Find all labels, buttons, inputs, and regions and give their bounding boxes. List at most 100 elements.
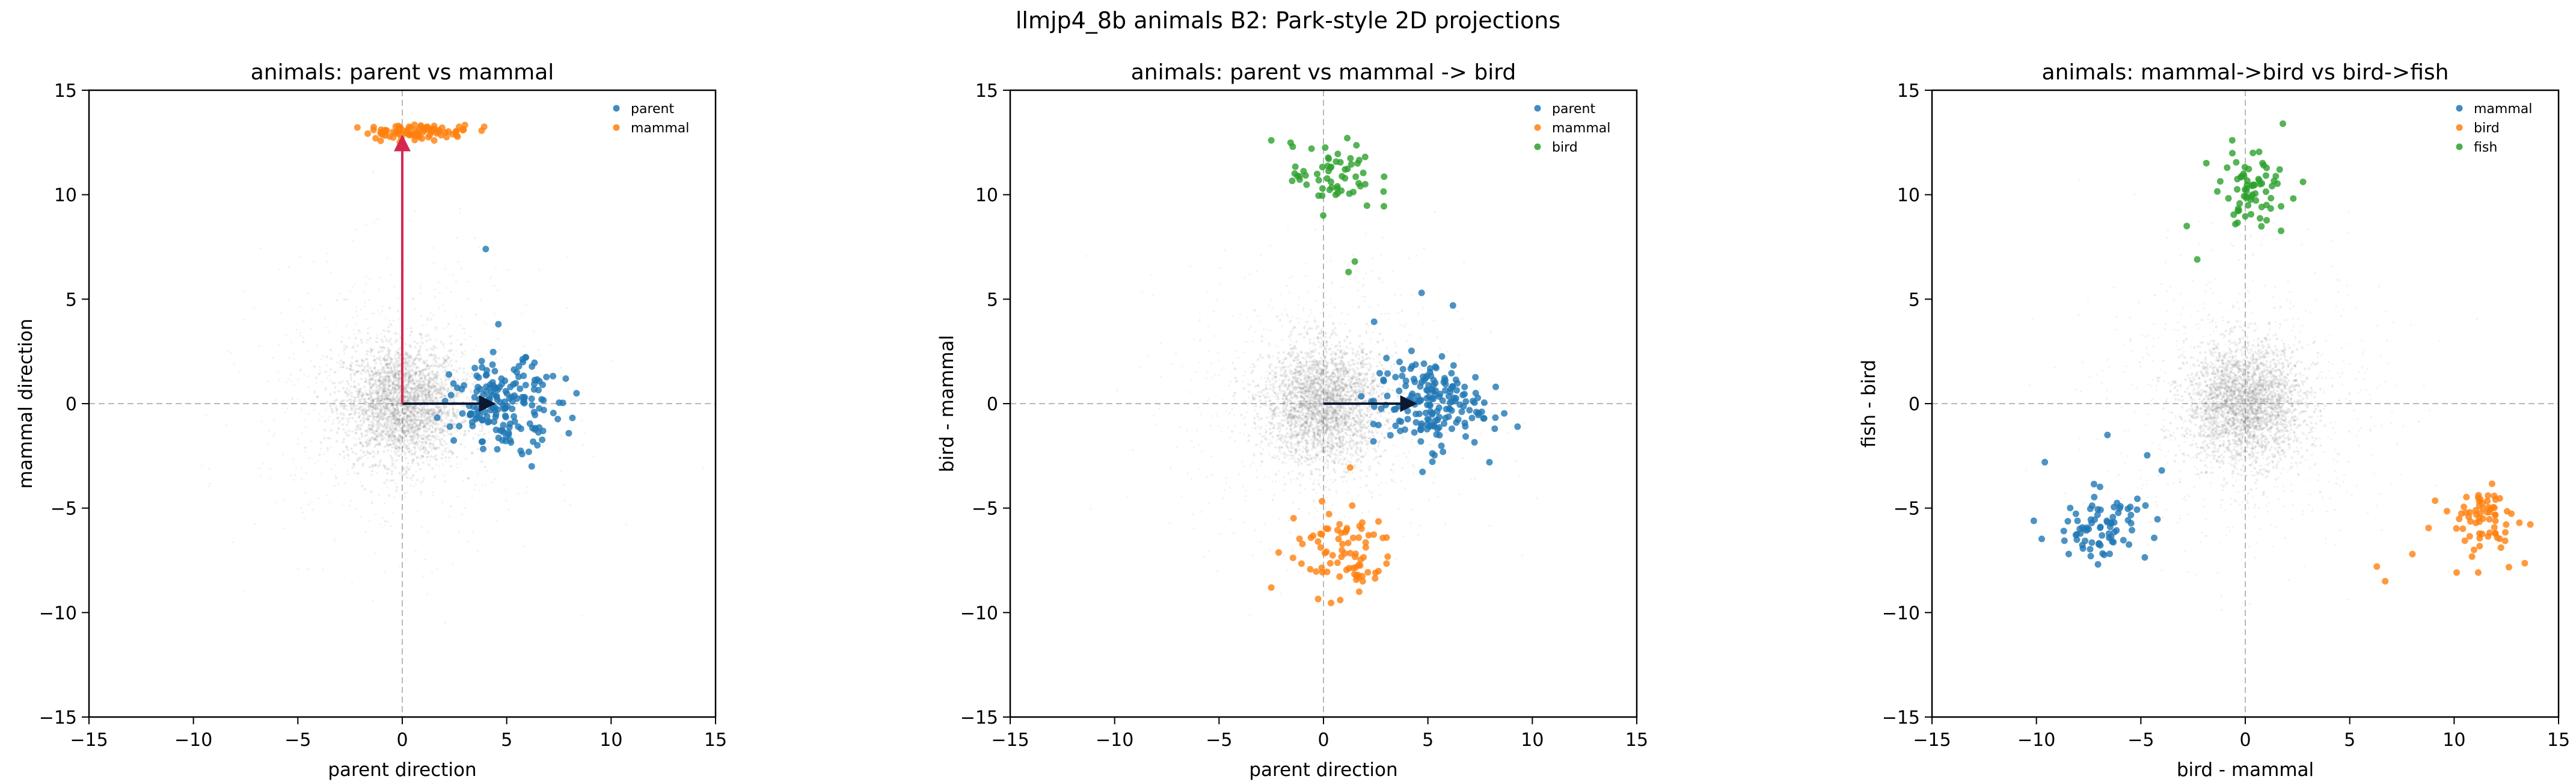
background-point — [403, 440, 406, 443]
background-point — [415, 371, 419, 374]
background-point — [429, 364, 433, 367]
background-point — [417, 357, 420, 361]
background-point — [388, 380, 391, 383]
background-point — [431, 422, 434, 425]
background-point — [326, 494, 328, 497]
background-point — [433, 411, 436, 414]
background-point — [381, 415, 384, 418]
background-point — [1330, 380, 1333, 383]
background-point — [451, 359, 453, 362]
background-point — [379, 412, 382, 415]
background-point — [1329, 405, 1332, 408]
background-point — [1307, 449, 1310, 452]
background-point — [1355, 405, 1358, 408]
background-point — [428, 420, 431, 423]
background-point — [357, 416, 361, 419]
background-point — [416, 381, 419, 384]
background-point — [450, 291, 452, 293]
background-point — [1337, 406, 1340, 409]
background-point — [425, 359, 429, 362]
background-point — [388, 377, 391, 380]
background-point — [319, 369, 321, 371]
background-point — [1259, 399, 1262, 402]
background-point — [403, 395, 406, 398]
background-point — [388, 363, 391, 366]
background-point — [390, 380, 393, 384]
background-point — [441, 371, 444, 373]
background-point — [331, 409, 334, 412]
background-point — [393, 413, 396, 416]
background-point — [385, 442, 389, 446]
background-point — [438, 409, 441, 412]
background-point — [382, 389, 386, 392]
background-point — [346, 434, 349, 437]
background-point — [393, 434, 396, 438]
background-point — [392, 403, 395, 406]
background-point — [440, 409, 443, 412]
background-point — [390, 422, 393, 425]
background-point — [384, 524, 387, 526]
background-point — [390, 374, 392, 377]
background-point — [313, 409, 315, 411]
background-point — [399, 404, 402, 407]
background-point — [437, 388, 440, 391]
background-point — [416, 392, 419, 395]
background-point — [1345, 394, 1348, 397]
background-point — [300, 408, 302, 411]
background-point — [365, 442, 369, 445]
background-point — [420, 377, 423, 380]
background-point — [419, 381, 422, 384]
background-point — [361, 410, 365, 413]
background-point — [355, 473, 358, 475]
background-point — [440, 431, 443, 434]
background-point — [399, 413, 402, 416]
background-point — [1275, 473, 1278, 476]
background-point — [427, 451, 430, 454]
background-point — [377, 380, 381, 383]
background-point — [467, 477, 470, 480]
background-point — [1311, 413, 1314, 416]
background-point — [416, 424, 419, 427]
background-point — [404, 418, 407, 421]
background-point — [422, 429, 426, 433]
background-point — [396, 373, 399, 376]
background-point — [384, 397, 387, 400]
background-point — [306, 351, 308, 353]
background-point — [467, 429, 471, 433]
background-point — [1287, 413, 1290, 417]
background-point — [1322, 431, 1326, 434]
background-point — [384, 466, 387, 469]
background-point — [413, 374, 417, 377]
background-point — [1277, 407, 1280, 410]
background-point — [430, 353, 433, 357]
background-point — [397, 386, 400, 389]
background-point — [1342, 410, 1345, 413]
background-point — [412, 419, 416, 422]
background-point — [459, 463, 462, 465]
background-point — [415, 390, 418, 393]
background-point — [411, 368, 414, 371]
background-point — [420, 434, 423, 437]
background-point — [378, 379, 381, 382]
background-point — [1313, 385, 1316, 389]
background-point — [1311, 363, 1314, 366]
background-point — [369, 452, 372, 455]
background-point — [410, 442, 413, 445]
background-point — [209, 482, 211, 485]
background-point — [369, 368, 371, 369]
background-point — [491, 481, 493, 484]
background-point — [1316, 382, 1319, 385]
background-point — [396, 422, 399, 425]
background-point — [460, 380, 462, 383]
background-point — [453, 426, 456, 429]
background-point — [391, 386, 395, 389]
y-tick-label: 5 — [66, 289, 77, 310]
data-point-parent — [511, 418, 518, 425]
background-point — [397, 396, 400, 399]
background-point — [369, 392, 372, 396]
background-point — [1299, 369, 1302, 372]
background-point — [338, 381, 340, 384]
background-point — [373, 437, 376, 440]
background-point — [429, 347, 432, 350]
background-point — [1317, 394, 1321, 397]
